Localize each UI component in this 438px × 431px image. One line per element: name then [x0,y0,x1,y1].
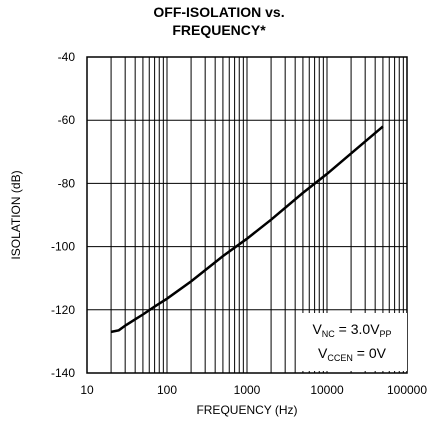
y-tick-label: -120 [51,303,75,317]
x-tick-label: 100 [157,383,177,397]
annotation-box [298,313,407,371]
chart-title-line1: OFF-ISOLATION vs. [153,4,285,20]
x-tick-label: 10000 [310,383,344,397]
y-axis-label: ISOLATION (dB) [9,170,23,259]
y-tick-label: -140 [51,366,75,380]
y-tick-label: -80 [58,176,76,190]
tick-labels: 10 100 1000 10000 100000 -40 -60 -80 -100 -120 -14… [51,50,427,397]
x-axis-label: FREQUENCY (Hz) [196,403,297,417]
annotation-line2: VCCEN = 0V [318,345,387,363]
y-tick-label: -60 [58,113,76,127]
x-tick-label: 10 [80,383,94,397]
y-tick-label: -100 [51,240,75,254]
y-tick-label: -40 [58,50,76,64]
x-tick-label: 100000 [387,383,427,397]
x-tick-label: 1000 [234,383,261,397]
grid [87,57,407,373]
chart-title-line2: FREQUENCY* [172,22,266,38]
annotation-line1: VNC = 3.0VPP [312,321,391,339]
series-line [110,125,384,334]
plot-frame [86,56,408,374]
